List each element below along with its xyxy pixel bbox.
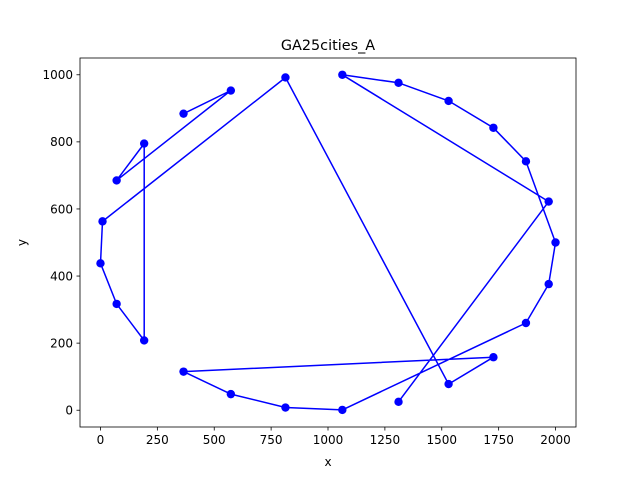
city-point bbox=[489, 353, 498, 362]
x-tick-label: 1000 bbox=[313, 433, 344, 447]
city-point bbox=[226, 389, 236, 399]
y-tick-label: 200 bbox=[50, 336, 73, 350]
y-tick-label: 0 bbox=[65, 404, 73, 418]
city-point bbox=[521, 318, 531, 328]
city-point bbox=[226, 86, 236, 95]
city-point bbox=[444, 379, 453, 389]
x-tick-label: 750 bbox=[260, 433, 283, 447]
tick-layer: 0 250 500 750 1000 1250 1500 1750 2000 0 200 400 600… bbox=[42, 68, 570, 447]
city-point bbox=[281, 403, 290, 412]
y-tick-label: 400 bbox=[50, 269, 73, 283]
city-point bbox=[394, 78, 403, 88]
y-tick-label: 600 bbox=[50, 202, 73, 216]
y-axis-label: y bbox=[15, 239, 29, 246]
x-tick-label: 250 bbox=[146, 433, 169, 447]
city-point bbox=[394, 397, 403, 407]
y-tick-label: 800 bbox=[50, 135, 73, 149]
city-point bbox=[98, 217, 107, 226]
city-point bbox=[338, 70, 347, 79]
x-tick-label: 1250 bbox=[370, 433, 401, 447]
city-point bbox=[521, 157, 531, 166]
city-point bbox=[139, 336, 149, 345]
x-tick-label: 1500 bbox=[426, 433, 457, 447]
city-point bbox=[551, 238, 560, 247]
x-tick-label: 500 bbox=[203, 433, 226, 447]
city-point bbox=[338, 405, 347, 415]
city-point bbox=[179, 109, 188, 118]
city-point bbox=[179, 367, 188, 376]
city-point bbox=[544, 279, 553, 289]
city-point bbox=[112, 176, 121, 185]
chart-title: GA25cities_A bbox=[281, 38, 375, 54]
city-point bbox=[112, 299, 121, 309]
city-point bbox=[96, 259, 105, 268]
y-tick-label: 1000 bbox=[42, 68, 73, 82]
x-axis-label: x bbox=[324, 455, 331, 469]
city-point bbox=[139, 139, 149, 148]
x-tick-label: 2000 bbox=[540, 433, 571, 447]
city-point bbox=[444, 96, 453, 106]
city-point bbox=[489, 123, 498, 132]
plot-layer bbox=[96, 70, 560, 415]
x-tick-label: 1750 bbox=[483, 433, 514, 447]
x-tick-label: 0 bbox=[97, 433, 105, 447]
city-point bbox=[544, 197, 553, 206]
city-point bbox=[281, 73, 290, 82]
